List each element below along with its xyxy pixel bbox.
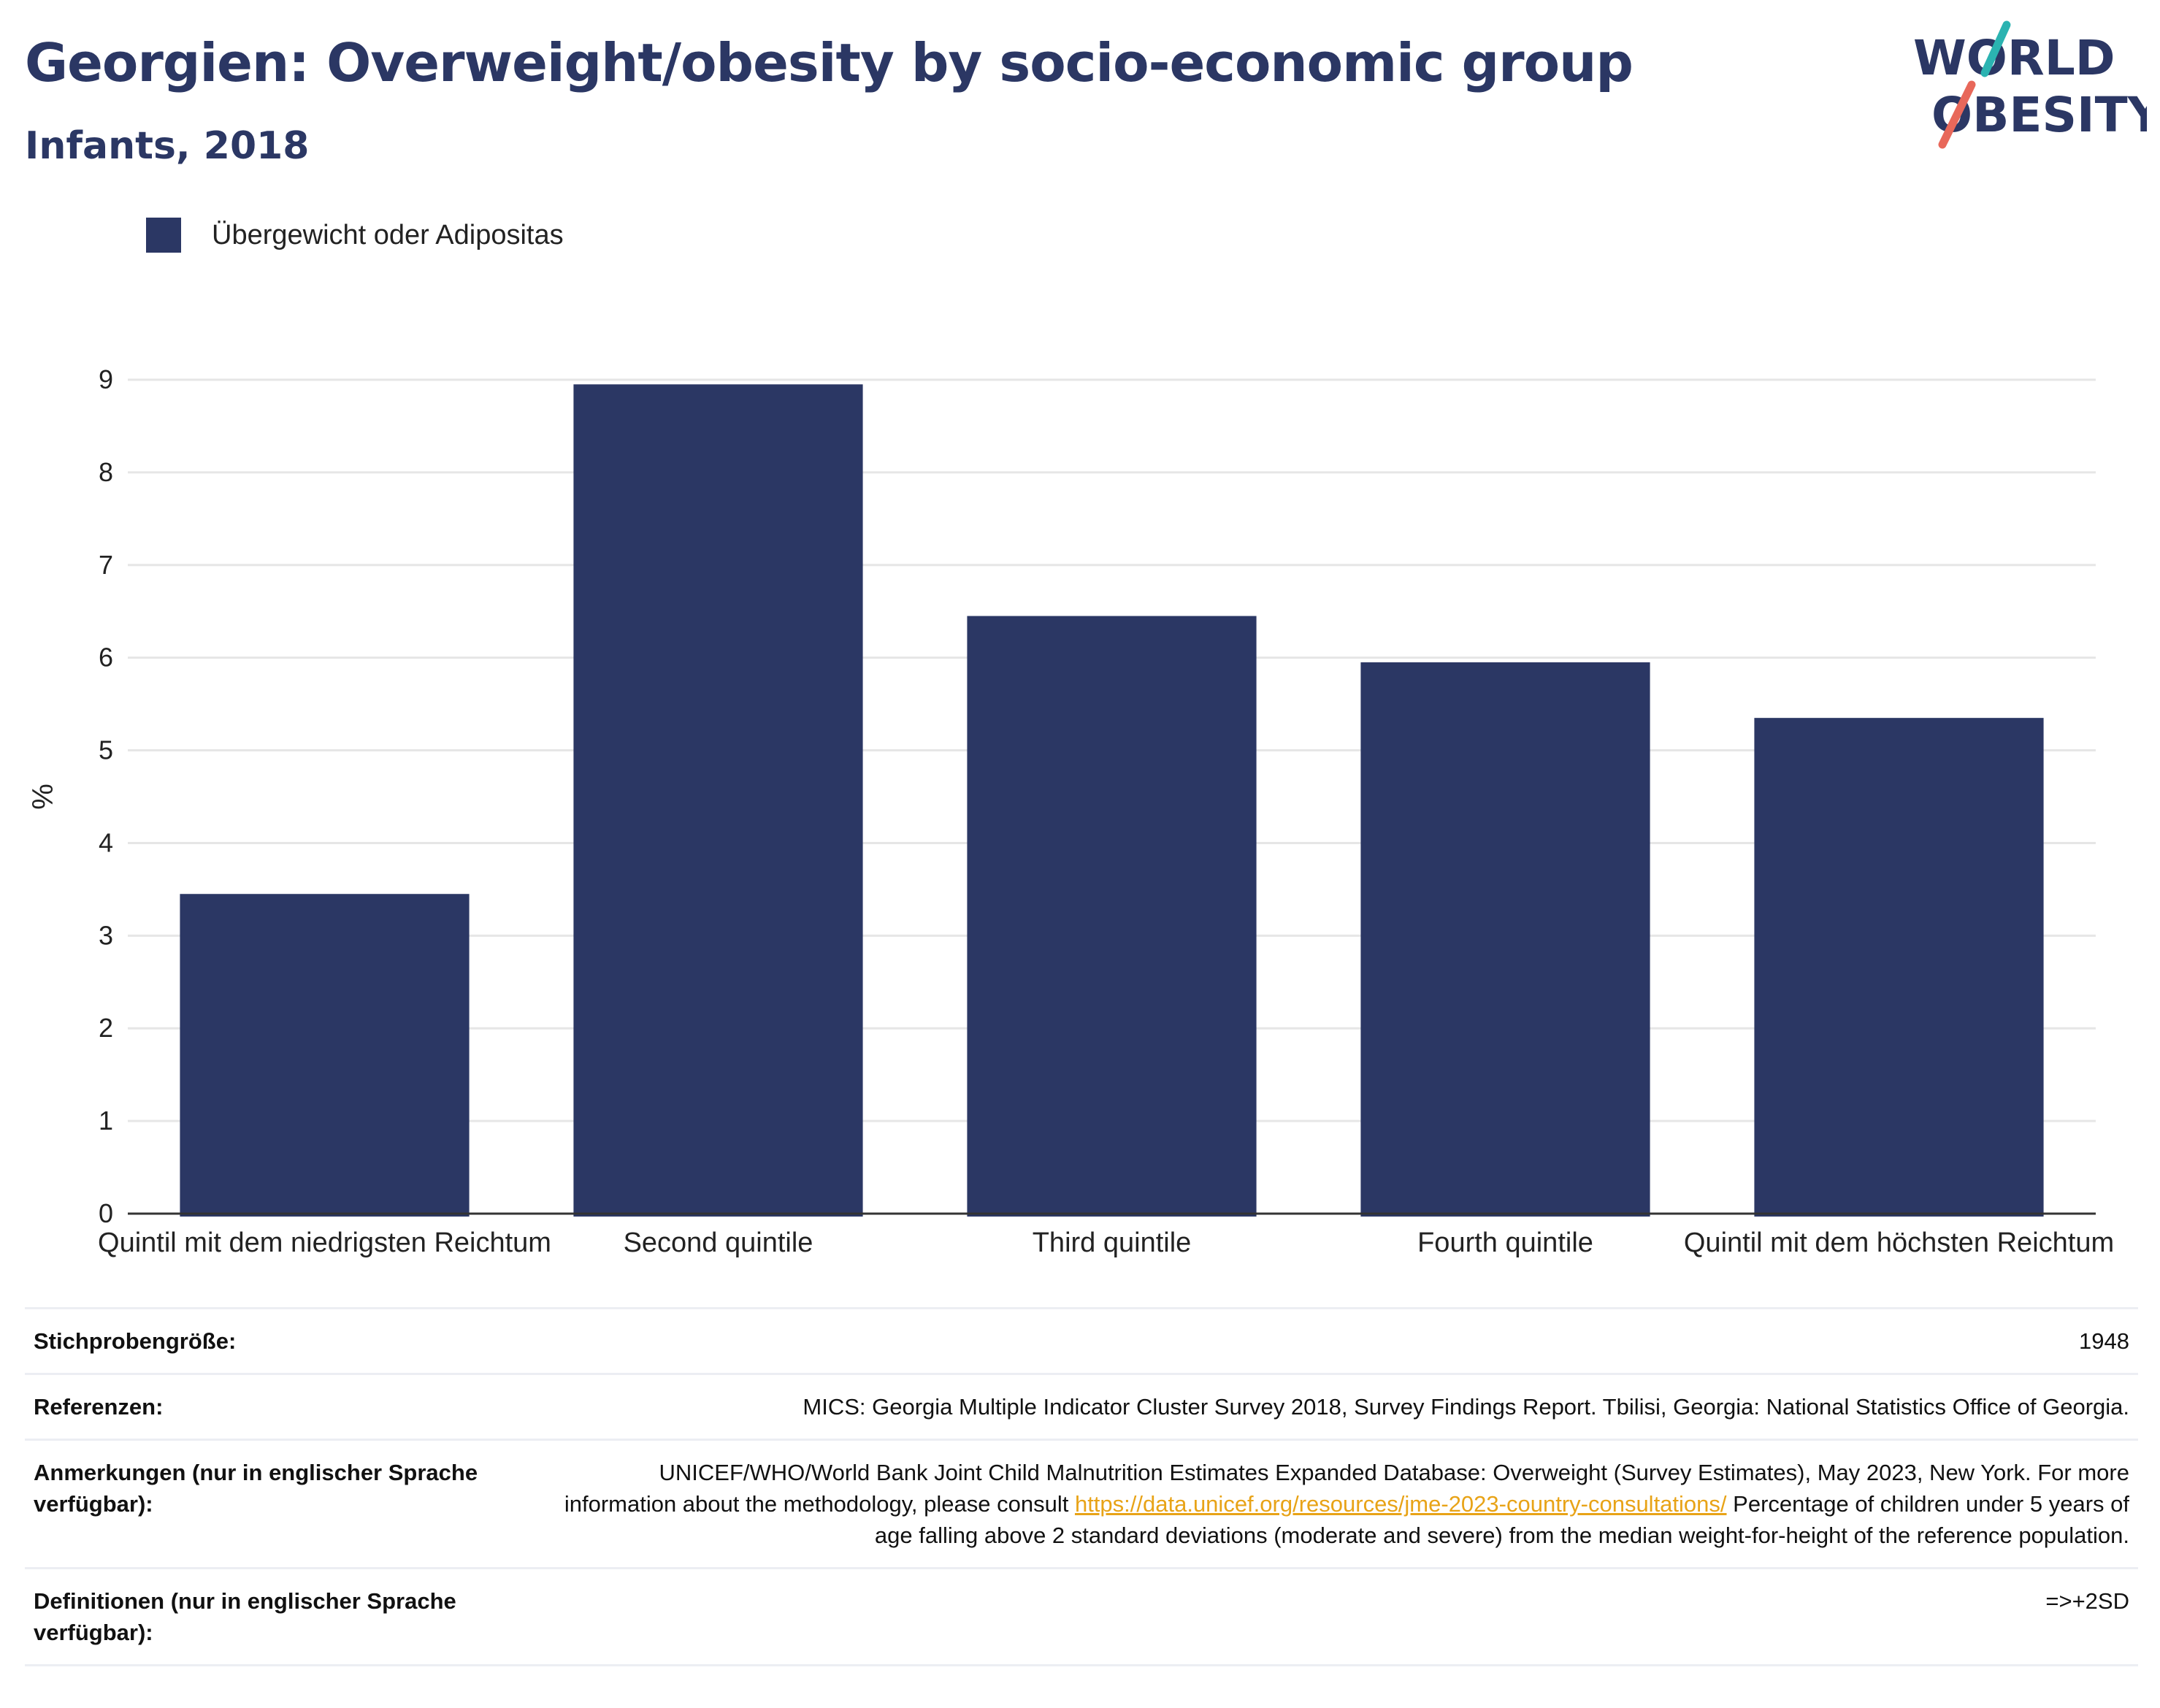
x-tick-label: Quintil mit dem höchsten Reichtum <box>1684 1228 2114 1258</box>
methodology-link[interactable]: https://data.unicef.org/resources/jme-20… <box>1074 1491 1727 1517</box>
bar[interactable] <box>1754 718 2044 1217</box>
references-row: Referenzen: MICS: Georgia Multiple Indic… <box>25 1373 2138 1439</box>
bar[interactable] <box>1360 662 1650 1217</box>
references-value: MICS: Georgia Multiple Indicator Cluster… <box>803 1394 2129 1420</box>
y-tick-label: 5 <box>99 735 113 765</box>
definitions-value: =>+2SD <box>2045 1588 2129 1614</box>
notes-text: UNICEF/WHO/World Bank Joint Child Malnut… <box>564 1460 2129 1517</box>
y-tick-label: 1 <box>99 1106 113 1136</box>
logo-slash-coral <box>1938 80 1976 149</box>
references-label: Referenzen: <box>34 1394 164 1420</box>
legend[interactable]: Übergewicht oder Adipositas <box>146 218 564 253</box>
metadata-table: Stichprobengröße: 1948 Referenzen: MICS:… <box>25 1307 2138 1666</box>
x-tick-label: Second quintile <box>624 1228 813 1258</box>
bar-chart: 0 1 2 3 4 5 6 7 8 9% Quintil mit dem niedrigsten R… <box>27 364 2114 1258</box>
x-tick-label: Quintil mit dem niedrigsten Reichtum <box>98 1228 551 1258</box>
logo-line1: WORLD <box>1913 30 2115 86</box>
y-tick-label: 8 <box>99 457 113 487</box>
chart-subtitle: Infants, 2018 <box>25 124 310 168</box>
x-tick-label: Fourth quintile <box>1417 1228 1593 1258</box>
y-tick-label: 4 <box>99 827 113 857</box>
definitions-label: Definitionen (nur in englischer Sprache … <box>34 1588 456 1645</box>
definitions-row: Definitionen (nur in englischer Sprache … <box>25 1567 2138 1666</box>
notes-label: Anmerkungen (nur in englischer Sprache v… <box>34 1460 478 1517</box>
y-axis-label: % <box>27 784 59 810</box>
notes-value: UNICEF/WHO/World Bank Joint Child Malnut… <box>559 1457 2129 1551</box>
sample-size-label: Stichprobengröße: <box>34 1328 237 1354</box>
notes-row: Anmerkungen (nur in englischer Sprache v… <box>25 1439 2138 1567</box>
legend-swatch <box>146 218 181 253</box>
logo-slash-teal <box>1980 20 2011 77</box>
y-tick-label: 3 <box>99 920 113 950</box>
world-obesity-logo: WORLD OBESITY <box>1913 20 2147 149</box>
y-tick-label: 6 <box>99 643 113 673</box>
x-tick-label: Third quintile <box>1033 1228 1192 1258</box>
y-tick-label: 7 <box>99 550 113 580</box>
bar[interactable] <box>967 616 1257 1217</box>
notes-definition: Percentage of children under 5 years of … <box>874 1491 2129 1548</box>
bar[interactable] <box>180 894 470 1217</box>
sample-size-row: Stichprobengröße: 1948 <box>25 1307 2138 1373</box>
legend-label: Übergewicht oder Adipositas <box>212 219 564 250</box>
sample-size-value: 1948 <box>2079 1328 2129 1354</box>
y-tick-label: 9 <box>99 364 113 394</box>
bar[interactable] <box>573 384 863 1217</box>
chart-title: Georgien: Overweight/obesity by socio-ec… <box>25 32 1634 93</box>
y-tick-label: 0 <box>99 1198 113 1228</box>
y-tick-label: 2 <box>99 1013 113 1043</box>
